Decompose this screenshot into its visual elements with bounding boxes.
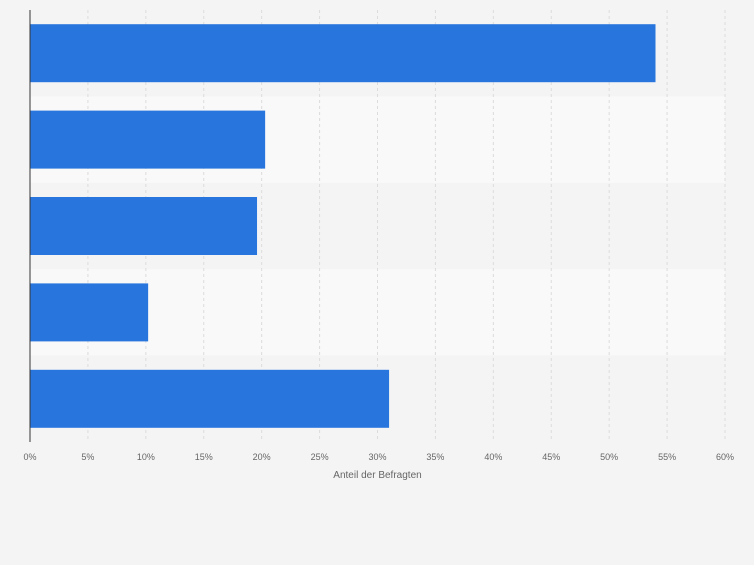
x-tick-label-5: 5% bbox=[81, 452, 94, 462]
x-tick-label-55: 55% bbox=[658, 452, 676, 462]
bars bbox=[30, 24, 656, 428]
x-tick-label-30: 30% bbox=[368, 452, 386, 462]
x-tick-label-10: 10% bbox=[137, 452, 155, 462]
bar-1 bbox=[30, 24, 656, 83]
x-tick-label-20: 20% bbox=[253, 452, 271, 462]
bar-2 bbox=[30, 110, 266, 169]
x-tick-label-15: 15% bbox=[195, 452, 213, 462]
x-tick-label-45: 45% bbox=[542, 452, 560, 462]
x-tick-labels: 0% 5% 10% 15% 20% 25% 30% 35% 40% 45% 50% 55% 60% bbox=[23, 452, 734, 462]
x-tick-label-40: 40% bbox=[484, 452, 502, 462]
x-tick-label-60: 60% bbox=[716, 452, 734, 462]
x-tick-label-0: 0% bbox=[23, 452, 36, 462]
bar-3 bbox=[30, 197, 258, 255]
x-tick-label-35: 35% bbox=[426, 452, 444, 462]
x-axis-label: Anteil der Befragten bbox=[333, 470, 421, 481]
bar-5 bbox=[30, 369, 390, 428]
x-tick-label-50: 50% bbox=[600, 452, 618, 462]
x-tick-label-25: 25% bbox=[311, 452, 329, 462]
bar-4 bbox=[30, 283, 149, 342]
